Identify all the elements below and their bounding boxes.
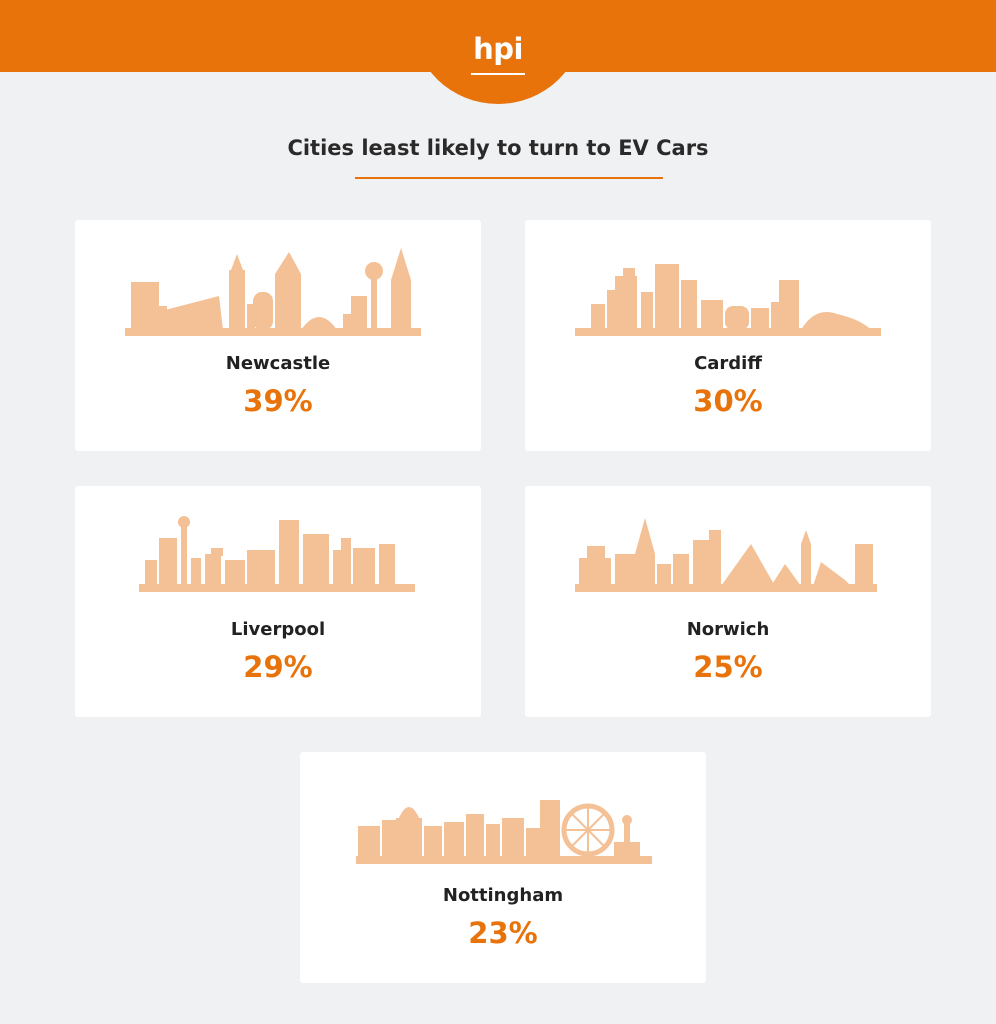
city-card-newcastle: Newcastle 39% (75, 220, 481, 451)
city-percentage: 23% (468, 916, 538, 950)
city-name: Norwich (686, 619, 770, 640)
city-percentage: 39% (243, 384, 313, 418)
newcastle-skyline-icon (125, 248, 421, 336)
city-name: Nottingham (442, 885, 564, 906)
norwich-skyline-icon (575, 518, 877, 592)
city-card-liverpool: Liverpool 29% (75, 486, 481, 717)
liverpool-skyline-icon (139, 516, 415, 592)
city-name: Newcastle (225, 353, 331, 374)
city-card-nottingham: Nottingham 23% (300, 752, 706, 983)
logo-underline (471, 73, 525, 75)
city-percentage: 30% (693, 384, 763, 418)
title-divider (355, 177, 663, 179)
cardiff-skyline-icon (575, 264, 881, 336)
city-card-norwich: Norwich 25% (525, 486, 931, 717)
city-card-cardiff: Cardiff 30% (525, 220, 931, 451)
header-bar (0, 0, 996, 104)
city-name: Cardiff (694, 353, 762, 374)
city-percentage: 29% (243, 650, 313, 684)
page-title: Cities least likely to turn to EV Cars (287, 136, 709, 160)
hpi-logo: hpi (473, 32, 523, 66)
nottingham-skyline-icon (356, 800, 652, 864)
city-percentage: 25% (693, 650, 763, 684)
city-name: Liverpool (230, 619, 326, 640)
